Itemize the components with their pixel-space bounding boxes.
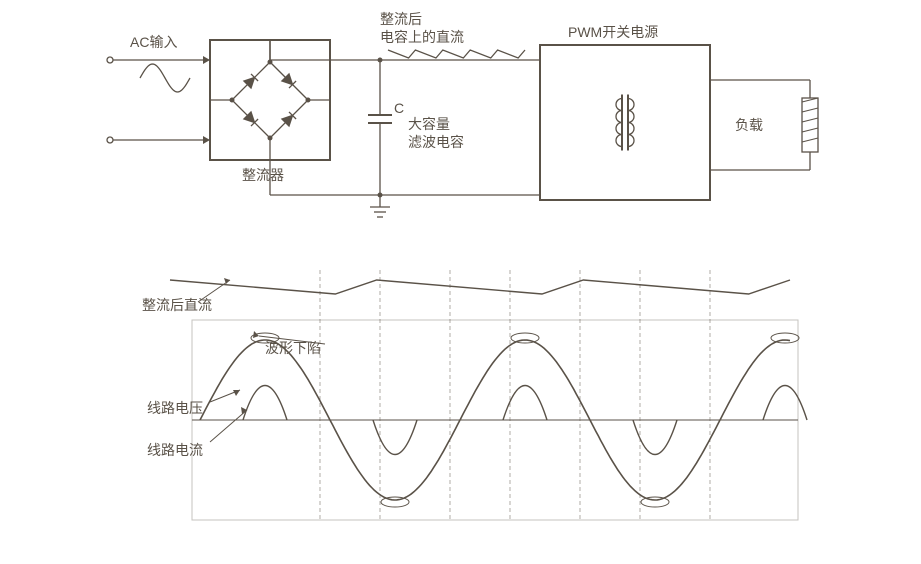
rectifier-label: 整流器 (242, 165, 284, 185)
line-current-label: 线路电流 (147, 440, 203, 460)
capacitor-label: 大容量 滤波电容 (408, 115, 464, 151)
rectified-dc-label: 整流后直流 (142, 295, 212, 315)
line-voltage-label: 线路电压 (147, 398, 203, 418)
waveform-dip-label: 波形下陷 (265, 338, 321, 358)
diagram-canvas: AC输入 整流器 C 大容量 滤波电容 整流后 电容上的直流 PWM开关电源 负… (70, 20, 850, 540)
capacitor-letter: C (394, 100, 404, 116)
load-label: 负载 (735, 115, 763, 135)
dc-after-rect-label: 整流后 电容上的直流 (380, 10, 464, 46)
pwm-label: PWM开关电源 (568, 22, 658, 42)
ac-input-label: AC输入 (130, 32, 177, 52)
